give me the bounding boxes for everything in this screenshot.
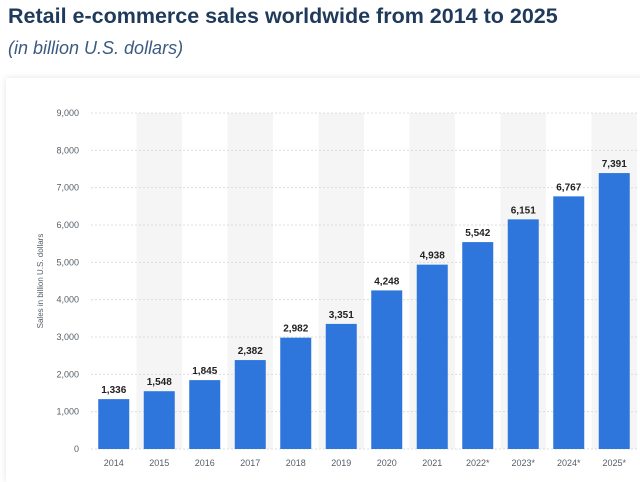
- data-label: 6,151: [511, 205, 536, 216]
- y-axis-ticks: 0 1,000 2,000 3,000 4,000 5,000 6,000 7,000 8,00…: [56, 108, 79, 454]
- data-label: 7,391: [602, 159, 627, 170]
- data-label: 1,336: [101, 385, 126, 396]
- page-title: Retail e-commerce sales worldwide from 2…: [8, 4, 558, 28]
- bars: [98, 173, 630, 449]
- x-tick-label: 2018: [286, 458, 306, 468]
- x-tick-label: 2021: [422, 458, 442, 468]
- y-tick-label: 4,000: [56, 295, 79, 305]
- x-tick-label: 2017: [240, 458, 260, 468]
- bar: [143, 391, 175, 449]
- data-labels: 1,336 1,548 1,845 2,382 2,982 3,351 4,248 4,938…: [101, 159, 627, 396]
- x-tick-label: 2016: [195, 458, 215, 468]
- y-tick-label: 7,000: [56, 183, 79, 193]
- x-tick-label: 2023*: [511, 458, 535, 468]
- y-tick-label: 6,000: [56, 220, 79, 230]
- bar: [507, 219, 539, 449]
- data-label: 5,542: [465, 228, 490, 239]
- chart-card: 0 1,000 2,000 3,000 4,000 5,000 6,000 7,000 8,00…: [6, 78, 640, 482]
- x-axis-ticks: 2014 2015 2016 2017 2018 2019 2020 2021 2022* 202…: [104, 458, 627, 468]
- bar: [234, 360, 266, 449]
- bar: [416, 264, 448, 449]
- data-label: 2,382: [238, 346, 263, 357]
- x-tick-label: 2015: [149, 458, 169, 468]
- y-tick-label: 9,000: [56, 108, 79, 118]
- bar: [280, 337, 312, 449]
- y-axis-title: Sales in billion U.S. dollars: [36, 234, 45, 329]
- y-tick-label: 0: [74, 444, 79, 454]
- data-label: 6,767: [556, 182, 581, 193]
- bar: [462, 242, 494, 449]
- x-tick-label: 2024*: [557, 458, 581, 468]
- data-label: 4,248: [374, 276, 399, 287]
- x-tick-label: 2025*: [602, 458, 626, 468]
- bar: [189, 380, 221, 449]
- page-subtitle: (in billion U.S. dollars): [8, 38, 184, 58]
- bar: [325, 323, 357, 449]
- x-tick-label: 2022*: [466, 458, 490, 468]
- x-tick-label: 2019: [331, 458, 351, 468]
- y-tick-label: 5,000: [56, 257, 79, 267]
- data-label: 2,982: [283, 324, 308, 335]
- data-label: 4,938: [420, 251, 445, 262]
- bar: [553, 196, 585, 449]
- bar: [598, 173, 630, 449]
- x-tick-label: 2014: [104, 458, 124, 468]
- bar: [98, 399, 130, 449]
- y-tick-label: 3,000: [56, 332, 79, 342]
- bar: [371, 290, 403, 449]
- y-tick-label: 2,000: [56, 369, 79, 379]
- data-label: 1,845: [192, 366, 217, 377]
- y-tick-label: 8,000: [56, 145, 79, 155]
- y-tick-label: 1,000: [56, 407, 79, 417]
- data-label: 3,351: [329, 310, 354, 321]
- x-tick-label: 2020: [377, 458, 397, 468]
- grid-lines: [91, 112, 637, 450]
- bar-chart: 0 1,000 2,000 3,000 4,000 5,000 6,000 7,000 8,00…: [36, 108, 637, 468]
- data-label: 1,548: [147, 377, 172, 388]
